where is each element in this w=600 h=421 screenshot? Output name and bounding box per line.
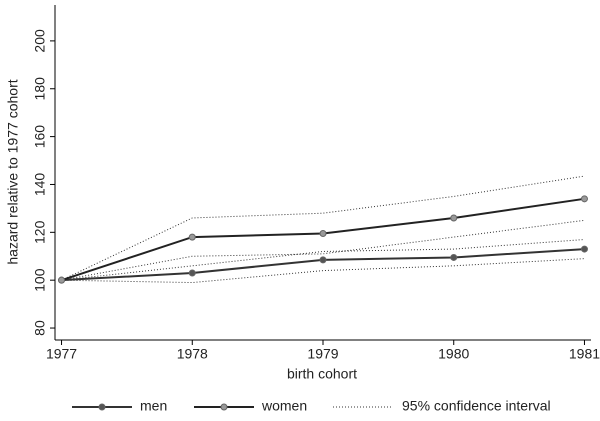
- y-tick-label: 160: [32, 125, 48, 149]
- marker: [580, 245, 588, 253]
- legend-label: 95% confidence interval: [402, 398, 551, 414]
- x-tick-label: 1981: [569, 346, 600, 362]
- y-tick-label: 180: [32, 77, 48, 101]
- x-tick-label: 1977: [46, 346, 77, 362]
- y-tick-label: 120: [32, 220, 48, 244]
- marker: [319, 230, 327, 238]
- legend-label: men: [140, 398, 167, 414]
- marker: [319, 256, 327, 264]
- ci-line: [61, 258, 585, 284]
- y-axis-label: hazard relative to 1977 cohort: [5, 79, 21, 264]
- marker: [58, 276, 66, 284]
- legend-marker: [98, 403, 106, 411]
- x-tick-label: 1979: [307, 346, 338, 362]
- marker: [450, 253, 458, 261]
- y-tick-label: 100: [32, 268, 48, 292]
- x-tick-label: 1978: [177, 346, 208, 362]
- marker: [450, 214, 458, 222]
- y-tick-label: 200: [32, 29, 48, 53]
- y-tick-label: 80: [32, 320, 48, 336]
- y-tick-label: 140: [32, 173, 48, 197]
- x-tick-label: 1980: [438, 346, 469, 362]
- x-axis-label: birth cohort: [287, 366, 357, 382]
- ci-line: [61, 239, 585, 281]
- marker: [580, 195, 588, 203]
- marker: [188, 233, 196, 241]
- ci-line: [61, 175, 585, 281]
- legend-label: women: [261, 398, 307, 414]
- marker: [188, 269, 196, 277]
- legend-marker: [220, 403, 228, 411]
